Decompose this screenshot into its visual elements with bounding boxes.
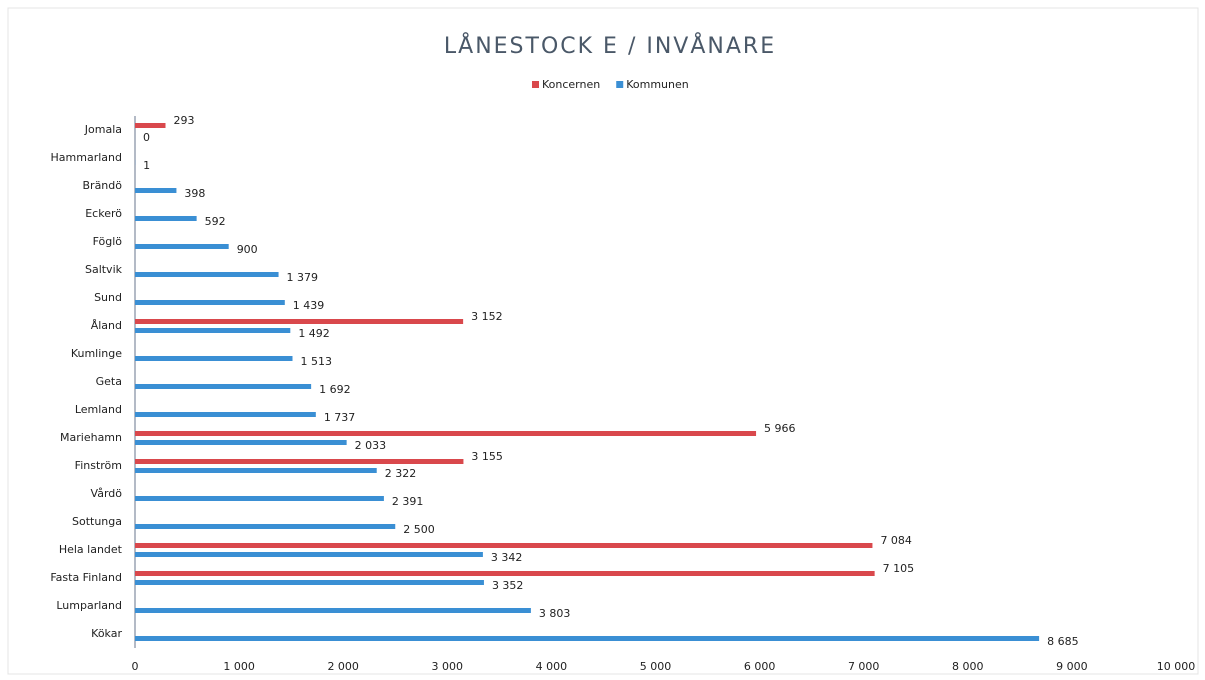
- data-label: 2 500: [403, 523, 435, 536]
- bar: [135, 216, 197, 221]
- data-label: 398: [184, 187, 205, 200]
- x-tick-label: 6 000: [744, 660, 776, 673]
- chart-title: LÅNESTOCK E / INVÅNARE: [444, 32, 776, 59]
- data-label: 1 692: [319, 383, 351, 396]
- data-label: 0: [143, 131, 150, 144]
- bar: [135, 356, 293, 361]
- y-tick-label: Jomala: [84, 123, 122, 136]
- data-label: 3 152: [471, 310, 503, 323]
- data-label: 3 352: [492, 579, 524, 592]
- y-tick-label: Lumparland: [56, 599, 122, 612]
- y-tick-label: Kumlinge: [71, 347, 122, 360]
- x-tick-label: 7 000: [848, 660, 880, 673]
- data-label: 2 391: [392, 495, 424, 508]
- y-tick-label: Vårdö: [91, 487, 123, 500]
- data-label: 1 737: [324, 411, 356, 424]
- data-label: 1 379: [287, 271, 319, 284]
- x-tick-label: 0: [132, 660, 139, 673]
- data-label: 1 513: [301, 355, 333, 368]
- bar: [135, 123, 166, 128]
- legend-swatch: [616, 81, 624, 88]
- y-tick-label: Hela landet: [59, 543, 123, 556]
- bar: [135, 412, 316, 417]
- y-tick-label: Eckerö: [85, 207, 122, 220]
- y-tick-label: Geta: [96, 375, 122, 388]
- data-label: 3 342: [491, 551, 523, 564]
- data-label: 3 155: [471, 450, 503, 463]
- data-label: 7 084: [880, 534, 912, 547]
- data-label: 1: [143, 159, 150, 172]
- bar: [135, 244, 229, 249]
- x-tick-label: 8 000: [952, 660, 984, 673]
- bar: [135, 319, 464, 324]
- y-tick-label: Lemland: [75, 403, 122, 416]
- bar: [135, 524, 396, 529]
- x-tick-label: 5 000: [640, 660, 672, 673]
- x-tick-label: 2 000: [327, 660, 359, 673]
- y-tick-label: Åland: [91, 319, 122, 332]
- legend-label: Kommunen: [626, 78, 689, 91]
- bar: [135, 431, 757, 436]
- bar: [135, 543, 873, 548]
- y-tick-label: Sund: [94, 291, 122, 304]
- data-label: 8 685: [1047, 635, 1079, 648]
- data-label: 2 322: [385, 467, 417, 480]
- bar: [135, 384, 312, 389]
- data-label: 592: [205, 215, 226, 228]
- y-tick-label: Kökar: [91, 627, 122, 640]
- bar: [135, 440, 347, 445]
- x-tick-label: 4 000: [536, 660, 568, 673]
- chart-frame: [7, 7, 1199, 675]
- bar: [135, 636, 1040, 641]
- data-label: 3 803: [539, 607, 571, 620]
- y-tick-label: Hammarland: [51, 151, 122, 164]
- legend-label: Koncernen: [542, 78, 600, 91]
- bar: [135, 468, 377, 473]
- bar: [135, 300, 285, 305]
- legend-swatch: [532, 81, 539, 88]
- y-tick-label: Finström: [75, 459, 122, 472]
- bar: [135, 272, 279, 277]
- x-tick-label: 10 000: [1157, 660, 1196, 673]
- bar: [135, 608, 531, 613]
- x-tick-label: 9 000: [1056, 660, 1088, 673]
- data-label: 7 105: [883, 562, 915, 575]
- data-label: 293: [174, 114, 195, 127]
- y-tick-label: Föglö: [93, 235, 123, 248]
- y-tick-label: Sottunga: [72, 515, 122, 528]
- data-label: 1 439: [293, 299, 325, 312]
- y-tick-label: Saltvik: [85, 263, 123, 276]
- y-tick-label: Brändö: [83, 179, 123, 192]
- bar: [135, 188, 177, 193]
- data-label: 5 966: [764, 422, 796, 435]
- y-tick-label: Mariehamn: [60, 431, 122, 444]
- data-label: 1 492: [298, 327, 330, 340]
- bar: [135, 552, 483, 557]
- data-label: 2 033: [355, 439, 387, 452]
- bar: [135, 571, 875, 576]
- x-tick-label: 1 000: [223, 660, 255, 673]
- bar: [135, 496, 384, 501]
- data-label: 900: [237, 243, 258, 256]
- x-tick-label: 3 000: [432, 660, 464, 673]
- bar: [135, 459, 464, 464]
- bar: [135, 328, 291, 333]
- y-tick-label: Fasta Finland: [50, 571, 122, 584]
- bar: [135, 580, 484, 585]
